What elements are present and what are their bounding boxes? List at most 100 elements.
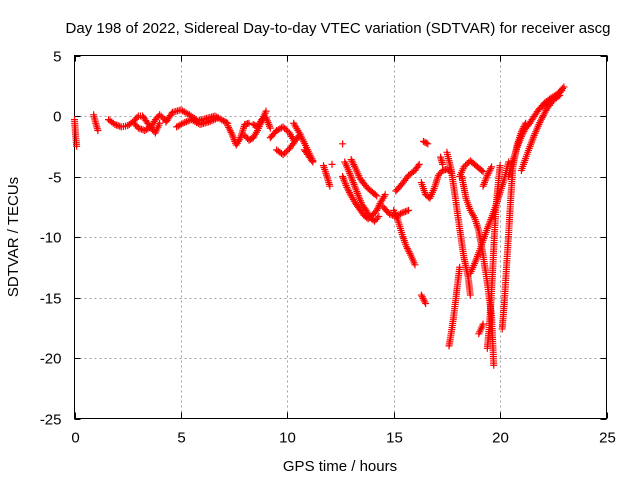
data-point xyxy=(206,117,214,125)
data-point xyxy=(134,124,142,132)
grid xyxy=(74,55,607,419)
data-point xyxy=(411,261,419,269)
x-tick-label: 5 xyxy=(177,430,185,447)
data-point xyxy=(375,212,383,220)
data-point xyxy=(483,171,491,179)
data-point xyxy=(422,300,430,308)
y-tick-label: 0 xyxy=(53,109,61,126)
data-point xyxy=(266,124,274,132)
data-point xyxy=(478,166,486,174)
data-point xyxy=(490,361,498,369)
data-point xyxy=(463,160,471,168)
data-point xyxy=(224,122,232,130)
data-point xyxy=(496,162,504,170)
data-point xyxy=(309,158,317,166)
data-point xyxy=(485,168,493,176)
data-point xyxy=(553,91,561,99)
data-point xyxy=(555,90,563,98)
data-point xyxy=(460,163,468,171)
data-point xyxy=(420,296,428,304)
x-tick-label: 10 xyxy=(279,430,296,447)
data-point xyxy=(114,122,122,130)
data-point xyxy=(551,93,559,101)
data-point xyxy=(456,263,464,271)
data-point xyxy=(181,119,189,127)
data-point xyxy=(418,293,426,301)
data-point xyxy=(374,205,382,213)
data-point xyxy=(279,123,287,131)
data-point xyxy=(210,116,218,124)
data-point xyxy=(326,182,334,190)
data-point xyxy=(381,191,389,199)
data-point xyxy=(405,206,413,214)
data-point xyxy=(560,83,568,91)
data-point xyxy=(385,210,393,218)
data-point xyxy=(405,248,413,256)
y-axis-label: SDTVAR / TECUs xyxy=(5,177,22,297)
data-point xyxy=(486,166,494,174)
data-point xyxy=(346,190,354,198)
data-point xyxy=(424,140,432,148)
data-point xyxy=(211,115,219,123)
data-point xyxy=(308,156,316,164)
data-point xyxy=(402,243,410,251)
data-point xyxy=(556,88,564,96)
chart-title: Day 198 of 2022, Sidereal Day-to-day VTE… xyxy=(66,20,611,37)
data-point xyxy=(277,124,285,132)
data-point xyxy=(345,187,353,195)
data-point xyxy=(94,127,102,135)
data-point xyxy=(345,188,353,196)
data-point xyxy=(157,112,165,120)
data-point xyxy=(282,126,290,134)
x-tick-label: 25 xyxy=(599,430,616,447)
y-tick-label: -10 xyxy=(40,230,62,247)
data-point xyxy=(262,107,270,115)
data-point xyxy=(343,183,351,191)
data-point xyxy=(398,209,406,217)
data-point xyxy=(421,298,429,306)
data-point xyxy=(208,117,216,125)
data-point xyxy=(403,244,411,252)
data-point xyxy=(376,200,384,208)
data-point xyxy=(213,114,221,122)
data-point xyxy=(281,149,289,157)
data-point xyxy=(133,114,141,122)
data-point xyxy=(479,320,487,328)
data-point xyxy=(179,119,187,127)
data-point xyxy=(404,246,412,254)
data-point xyxy=(373,206,381,214)
data-point xyxy=(328,160,336,168)
data-point xyxy=(156,111,164,119)
data-point xyxy=(225,125,233,133)
data-point xyxy=(281,124,289,132)
y-tick-label: -5 xyxy=(48,170,61,187)
data-point xyxy=(177,120,185,128)
data-point xyxy=(226,127,234,135)
data-point xyxy=(479,168,487,176)
data-point xyxy=(111,120,119,128)
data-point xyxy=(350,161,358,169)
data-point xyxy=(225,123,233,131)
data-point xyxy=(339,140,347,148)
data-point xyxy=(227,128,235,136)
data-point xyxy=(400,208,408,216)
data-point xyxy=(373,214,381,222)
data-point xyxy=(484,170,492,178)
data-point xyxy=(279,151,287,159)
data-point xyxy=(371,191,379,199)
data-point xyxy=(347,156,355,164)
data-point xyxy=(136,125,144,133)
data-point xyxy=(113,121,121,129)
data-point xyxy=(205,118,213,126)
data-point xyxy=(520,127,528,135)
data-point xyxy=(519,129,527,137)
data-point xyxy=(401,208,409,216)
data-point xyxy=(415,160,423,168)
data-point xyxy=(156,119,164,127)
y-tick-label: -15 xyxy=(40,291,62,308)
data-point xyxy=(349,159,357,167)
axis-ticks: 0 5 10 15 20 25 -25 -20 -15 -10 -5 0 5 xyxy=(40,49,616,447)
y-tick-label: -20 xyxy=(40,351,62,368)
